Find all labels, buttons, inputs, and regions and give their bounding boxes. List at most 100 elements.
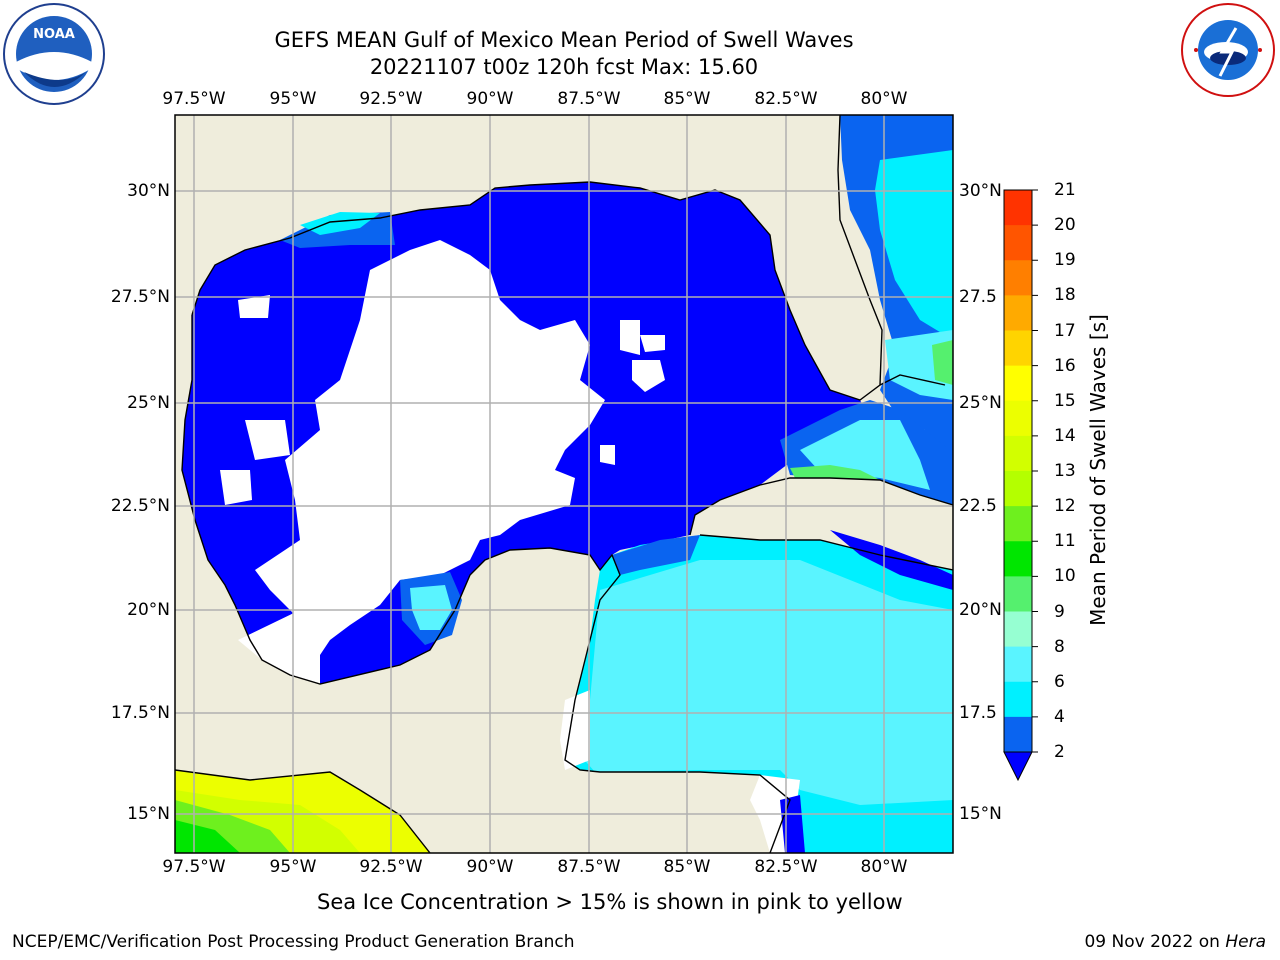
lat-label-right: 30°N — [959, 181, 1002, 201]
lon-label-top: 82.5°W — [754, 89, 818, 109]
lat-label-left: 25°N — [127, 393, 170, 413]
lon-label-bottom: 90°W — [466, 857, 514, 877]
colorbar-tick-label: 16 — [1054, 355, 1076, 376]
colorbar-segment — [1004, 190, 1032, 226]
lat-label-left: 17.5°N — [110, 703, 170, 723]
no-swell-patch — [245, 420, 290, 460]
lat-label-left: 22.5°N — [110, 496, 170, 516]
no-swell-patch — [462, 318, 490, 345]
colorbar-tick-label: 12 — [1054, 496, 1076, 517]
colorbar-segment — [1004, 576, 1032, 612]
colorbar-extend-triangle — [1003, 751, 1033, 782]
colorbar-segment — [1004, 330, 1032, 367]
lon-label-bottom: 82.5°W — [754, 857, 818, 877]
colorbar — [1003, 189, 1038, 782]
colorbar-tick-label: 8 — [1054, 636, 1065, 657]
lat-label-right: 15°N — [959, 804, 1002, 824]
lat-label-right: 22.5 — [959, 496, 997, 516]
colorbar-tick-label: 13 — [1054, 461, 1076, 481]
colorbar-segment — [1004, 646, 1032, 683]
colorbar-tick-label: 9 — [1054, 601, 1065, 622]
lon-label-bottom: 87.5°W — [557, 857, 621, 877]
colorbar-tick-label: 6 — [1054, 671, 1065, 692]
map-title: GEFS MEAN Gulf of Mexico Mean Period of … — [274, 28, 854, 52]
lat-label-left: 15°N — [127, 804, 170, 824]
colorbar-segment — [1004, 716, 1032, 753]
colorbar-tick-label: 14 — [1054, 425, 1076, 446]
colorbar-tick-label: 19 — [1054, 250, 1076, 271]
caribbean-blue-edge — [612, 535, 700, 575]
colorbar-segment — [1004, 471, 1032, 507]
lon-label-top: 95°W — [269, 89, 317, 109]
pacific-swell-deep — [175, 820, 240, 853]
map-subtitle: 20221107 t00z 120h fcst Max: 15.60 — [369, 55, 759, 79]
lat-label-left: 27.5°N — [110, 287, 170, 307]
colorbar-segment — [1004, 260, 1032, 296]
lat-label-right: 20°N — [959, 600, 1002, 620]
no-swell-patch — [620, 320, 640, 355]
colorbar-segment — [1004, 295, 1032, 331]
bahamas-green — [932, 340, 953, 385]
lat-label-right: 17.5 — [959, 703, 997, 723]
lon-label-top: 92.5°W — [359, 89, 423, 109]
colorbar-tick-label: 10 — [1054, 566, 1076, 587]
colorbar-segment — [1004, 541, 1032, 577]
no-swell-patch — [640, 335, 665, 352]
caribbean-blue-edge — [830, 530, 953, 590]
colorbar-segment — [1004, 365, 1032, 402]
no-swell-patch — [220, 470, 252, 505]
caribbean-swell-light — [580, 560, 953, 805]
map-frame — [174, 114, 954, 854]
footer-date: 09 Nov 2022 on Hera — [1084, 932, 1266, 952]
colorbar-tick-label: 4 — [1054, 706, 1065, 727]
colorbar-tick-label: 2 — [1054, 742, 1065, 762]
campeche-swell-core — [410, 585, 452, 630]
colorbar-segment — [1004, 611, 1032, 648]
nws-logo — [1181, 3, 1275, 97]
lon-label-bottom: 85°W — [663, 857, 711, 877]
lon-label-bottom: 97.5°W — [162, 857, 226, 877]
no-swell-patch — [238, 610, 320, 684]
no-swell-patch — [632, 360, 665, 392]
lat-label-left: 20°N — [127, 600, 170, 620]
straits-green — [790, 465, 880, 480]
shelf-swell-core — [300, 212, 380, 235]
lon-label-bottom: 95°W — [269, 857, 317, 877]
lat-label-right: 25°N — [959, 393, 1002, 413]
coastlines — [175, 115, 953, 853]
noaa-logo: NOAA — [3, 3, 105, 105]
footer-machine: Hera — [1225, 932, 1266, 952]
no-swell-patch — [600, 445, 615, 465]
lon-label-top: 80°W — [860, 89, 908, 109]
footer-date-text: 09 Nov 2022 on — [1084, 932, 1226, 952]
no-swell-area — [255, 240, 605, 655]
colorbar-segment — [1004, 506, 1032, 542]
lon-label-top: 85°W — [663, 89, 711, 109]
lon-label-top: 87.5°W — [557, 89, 621, 109]
colorbar-tick-label: 15 — [1054, 390, 1076, 411]
colorbar-tick-label: 17 — [1054, 320, 1076, 341]
lat-label-left: 30°N — [127, 181, 170, 201]
colorbar-tick-label: 21 — [1054, 180, 1076, 200]
no-swell-patch — [238, 295, 270, 318]
lon-label-bottom: 92.5°W — [359, 857, 423, 877]
lon-label-top: 90°W — [466, 89, 514, 109]
lon-label-bottom: 80°W — [860, 857, 908, 877]
colorbar-tick-label: 11 — [1054, 531, 1076, 552]
colorbar-tick-label: 20 — [1054, 215, 1076, 236]
noaa-logo-text: NOAA — [33, 27, 75, 42]
atlantic-swell-core — [875, 150, 953, 340]
colorbar-tick-label: 18 — [1054, 285, 1076, 306]
sea-ice-note: Sea Ice Concentration > 15% is shown in … — [317, 890, 903, 914]
colorbar-segment — [1004, 225, 1032, 261]
gridlines — [175, 115, 953, 853]
colorbar-title: Mean Period of Swell Waves [s] — [1086, 314, 1110, 626]
footer-branch: NCEP/EMC/Verification Post Processing Pr… — [12, 932, 575, 952]
colorbar-segment — [1004, 681, 1032, 718]
colorbar-segment — [1004, 435, 1032, 472]
colorbar-segment — [1004, 400, 1032, 437]
caribbean-white — [560, 690, 590, 770]
lon-label-top: 97.5°W — [162, 89, 226, 109]
lat-label-right: 27.5 — [959, 287, 997, 307]
